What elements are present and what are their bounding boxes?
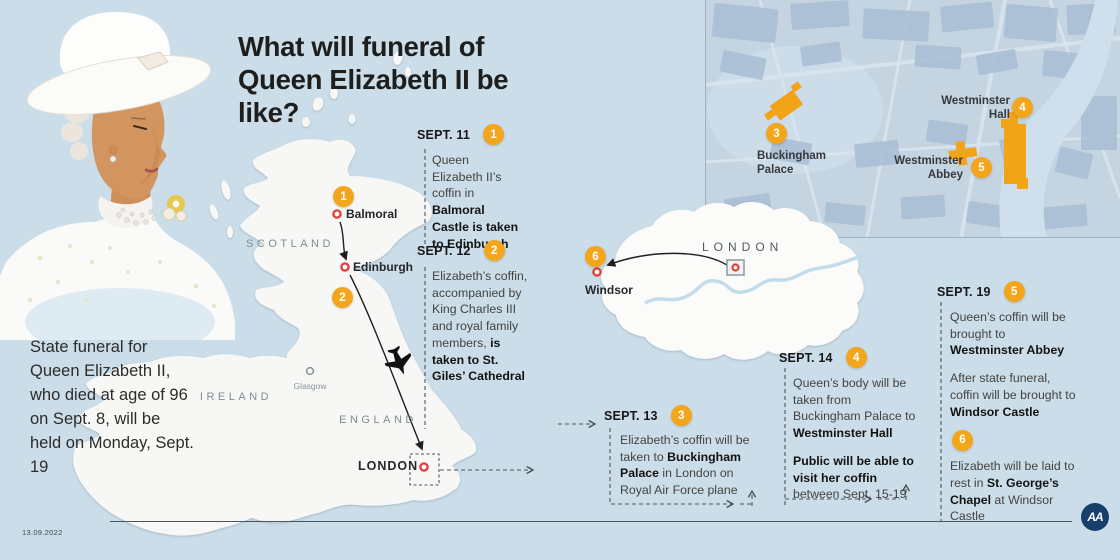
brooch (162, 195, 187, 222)
badge-6: 6 (952, 430, 973, 452)
label-london-uk: LONDON (358, 459, 419, 473)
timeline-date: SEPT. 19 (937, 284, 991, 299)
queen-elizabeth-photo (0, 12, 235, 340)
thames-river (644, 253, 867, 305)
label-scotland: SCOTLAND (246, 238, 334, 250)
badge-3-inset: 3 (766, 123, 787, 144)
timeline-text: Queen Elizabeth II’s coffin in Balmoral … (432, 153, 519, 251)
westminster-hall-building (1001, 112, 1028, 189)
timeline-sept-12: SEPT. 12 2 Elizabeth’s coffin, accompani… (417, 240, 527, 385)
badge-6-map: 6 (585, 246, 606, 267)
label-edinburgh: Edinburgh (353, 260, 413, 274)
buckingham-palace-building (763, 81, 804, 121)
timeline-text: Elizabeth will be laid to rest in St. Ge… (950, 459, 1075, 524)
pearl-earring (109, 155, 117, 163)
badge-5-inset: 5 (971, 157, 992, 178)
inset-map-graphic (705, 0, 1120, 238)
footer-rule (110, 521, 1072, 522)
westminster-abbey-building (948, 140, 978, 166)
intro-paragraph: State funeral for Queen Elizabeth II, wh… (30, 338, 194, 476)
central-london-dot (731, 263, 740, 272)
timeline-date: SEPT. 13 (604, 408, 658, 423)
label-england: ENGLAND (339, 414, 417, 426)
label-glasgow: Glasgow (293, 381, 327, 391)
badge-3: 3 (670, 405, 692, 426)
label-westminster-hall: Westminster Hall (941, 95, 1010, 121)
timeline-date: SEPT. 12 (417, 243, 471, 258)
timeline-text: Queen’s coffin will be brought to Westmi… (950, 310, 1066, 358)
balmoral-marker (332, 209, 342, 219)
label-windsor: Windsor (585, 283, 633, 297)
timeline-sept-11: SEPT. 11 1 Queen Elizabeth II’s coffin i… (417, 124, 527, 252)
label-london-greater: LONDON (702, 240, 784, 254)
central-london-box-marker (726, 259, 745, 276)
windsor-marker (592, 267, 602, 277)
airplane-icon (384, 345, 412, 375)
hat-brim (26, 55, 212, 115)
pearl-necklace (116, 207, 157, 226)
label-buckingham-palace: Buckingham Palace (757, 150, 827, 176)
badge-1-map: 1 (333, 186, 354, 207)
timeline-sept-13: SEPT. 13 3 Elizabeth’s coffin will be ta… (604, 405, 764, 499)
timeline-date: SEPT. 11 (417, 127, 471, 142)
timeline-text: Queen’s body will be taken from Buckingh… (793, 376, 916, 441)
badge-2-map: 2 (332, 287, 353, 308)
timeline-date: SEPT. 14 (779, 350, 833, 365)
badge-4-inset: 4 (1012, 97, 1033, 118)
london-marker (419, 462, 429, 472)
badge-2: 2 (483, 240, 505, 261)
thames-river-inset (999, 0, 1119, 238)
badge-1: 1 (483, 124, 505, 145)
timeline-text: Elizabeth’s coffin will be taken to Buck… (620, 433, 750, 498)
label-ireland: IRELAND (199, 391, 273, 403)
timeline-text: After state funeral, coffin will be brou… (950, 371, 1076, 419)
page-title: What will funeral of Queen Elizabeth II … (238, 31, 509, 128)
badge-5: 5 (1003, 281, 1025, 302)
timeline-text: Elizabeth’s coffin, accompanied by King … (432, 269, 528, 384)
badge-4: 4 (845, 347, 867, 368)
label-balmoral: Balmoral (346, 207, 398, 221)
timeline-sept-14: SEPT. 14 4 Queen’s body will be taken fr… (779, 347, 929, 503)
edinburgh-marker (340, 262, 350, 272)
label-westminster-abbey: Westminster Abbey (894, 155, 963, 181)
hat-bow (137, 51, 169, 71)
timeline-sept-19: SEPT. 19 5 Queen’s coffin will be brough… (937, 281, 1097, 525)
glasgow-marker (305, 366, 315, 376)
london-inset-map (705, 0, 1120, 238)
timeline-text: Public will be able to visit her coffin … (793, 453, 914, 502)
publication-date: 13.09.2022 (22, 528, 63, 537)
anadolu-agency-logo: AA (1081, 503, 1109, 531)
route-london-windsor (606, 252, 728, 267)
